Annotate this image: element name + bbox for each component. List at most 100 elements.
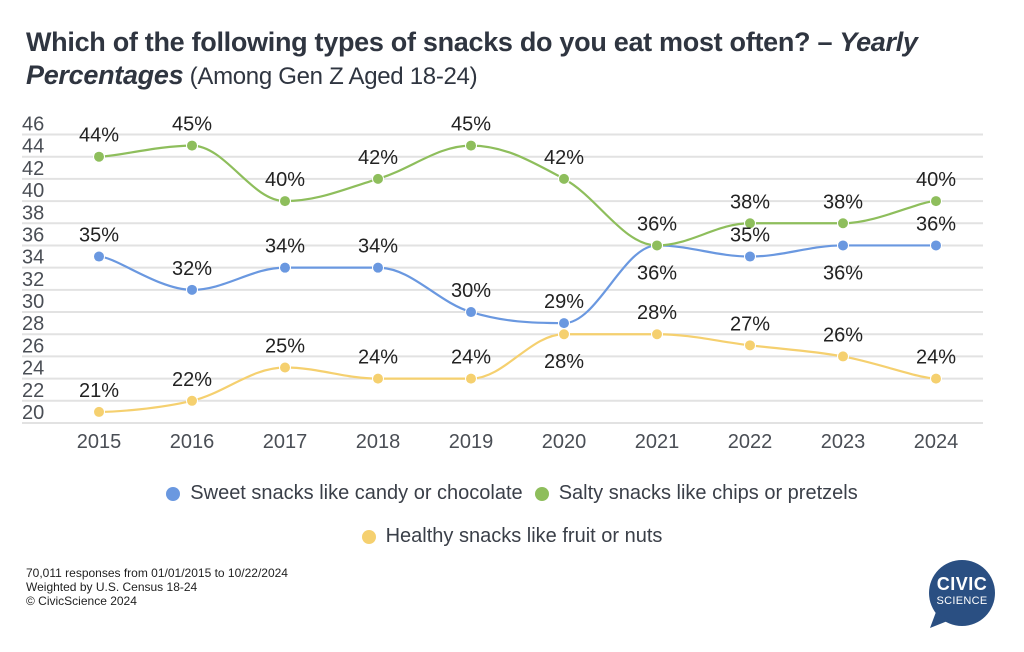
legend-item-salty[interactable]: Salty snacks like chips or pretzels [534,482,858,505]
data-point [652,240,662,251]
x-tick-label: 2018 [356,431,401,453]
data-label: 42% [358,147,398,169]
data-label: 34% [265,236,305,258]
data-label: 42% [544,147,584,169]
data-label: 44% [79,125,119,147]
data-label: 25% [265,336,305,358]
y-tick-label: 38 [22,202,44,224]
data-point [838,240,848,251]
data-label: 29% [544,291,584,313]
data-point [745,218,755,229]
data-point [280,196,290,207]
footer-notes: 70,011 responses from 01/01/2015 to 10/2… [26,566,288,608]
legend-swatch-salty-icon [534,486,549,501]
data-point [373,373,383,384]
data-label: 34% [358,236,398,258]
y-tick-label: 42 [22,158,44,180]
data-point [559,329,569,340]
legend-label-sweet: Sweet snacks like candy or chocolate [190,482,523,504]
data-point [745,340,755,351]
data-label: 28% [637,302,677,324]
chart-title: Which of the following types of snacks d… [26,26,1006,93]
data-point [652,329,662,340]
data-label: 35% [730,225,770,247]
civicscience-logo[interactable]: CIVIC SCIENCE [926,560,998,630]
logo-civic: CIVIC [936,574,988,594]
data-label: 45% [172,114,212,136]
data-point [187,140,197,151]
data-point [187,284,197,295]
data-point [559,318,569,329]
data-label: 30% [451,280,491,302]
data-label: 40% [916,169,956,191]
data-point [931,373,941,384]
y-tick-label: 46 [22,114,44,136]
footer-copyright: © CivicScience 2024 [26,594,137,608]
x-axis-ticks: 2015 2016 2017 2018 2019 2020 2021 2022 2023 2024 [77,431,959,453]
series-lines [98,144,937,414]
data-point [559,173,569,184]
x-tick-label: 2019 [449,431,494,453]
speech-bubble-icon [929,560,995,628]
x-tick-label: 2021 [635,431,680,453]
data-label: 28% [544,351,584,373]
data-point [745,251,755,262]
data-label: 36% [637,213,677,235]
data-point [373,173,383,184]
data-label: 21% [79,380,119,402]
data-point [94,151,104,162]
x-tick-label: 2015 [77,431,122,453]
series-line [98,244,936,325]
data-label: 24% [451,347,491,369]
series-line [98,333,937,414]
data-point [373,262,383,273]
data-point [931,240,941,251]
y-tick-label: 32 [22,269,44,291]
data-label: 22% [172,369,212,391]
x-tick-label: 2022 [728,431,773,453]
data-point [466,307,476,318]
data-point [931,196,941,207]
data-label: 32% [172,258,212,280]
data-label: 40% [265,169,305,191]
legend-label-salty: Salty snacks like chips or pretzels [558,482,858,504]
y-tick-label: 28 [22,313,44,335]
legend-item-healthy[interactable]: Healthy snacks like fruit or nuts [361,525,663,548]
data-point [280,262,290,273]
x-tick-label: 2024 [914,431,959,453]
y-tick-label: 20 [22,402,44,424]
legend-item-sweet[interactable]: Sweet snacks like candy or chocolate [166,482,523,505]
title-main: Which of the following types of snacks d… [26,27,840,57]
data-label: 36% [823,262,863,284]
data-point [187,395,197,406]
data-point [838,351,848,362]
footer-responses: 70,011 responses from 01/01/2015 to 10/2… [26,566,288,580]
legend-swatch-sweet-icon [166,486,181,501]
data-label: 36% [637,262,677,284]
y-tick-label: 26 [22,335,44,357]
footer-weighting: Weighted by U.S. Census 18-24 [26,580,198,594]
data-label: 24% [358,347,398,369]
title-subtitle: (Among Gen Z Aged 18-24) [183,63,478,90]
x-tick-label: 2017 [263,431,308,453]
data-point [94,406,104,417]
data-label: 38% [823,191,863,213]
data-labels: 35% 32% 34% 34% 30% 29% 36% 35% 36% 36% 44% 45% 40% 4… [79,114,956,402]
y-tick-label: 34 [22,247,44,269]
data-point [280,362,290,373]
legend-row-2: Healthy snacks like fruit or nuts [0,525,1024,548]
legend-row-1: Sweet snacks like candy or chocolate Sal… [0,482,1024,505]
y-tick-label: 30 [22,291,44,313]
x-tick-label: 2020 [542,431,587,453]
data-label: 26% [823,324,863,346]
legend-swatch-healthy-icon [361,529,376,544]
data-label: 45% [451,114,491,136]
y-tick-label: 40 [22,180,44,202]
y-tick-label: 24 [22,358,44,380]
data-point [94,251,104,262]
x-tick-label: 2016 [170,431,215,453]
y-tick-label: 36 [22,224,44,246]
legend-label-healthy: Healthy snacks like fruit or nuts [385,525,663,547]
y-tick-label: 22 [22,380,44,402]
